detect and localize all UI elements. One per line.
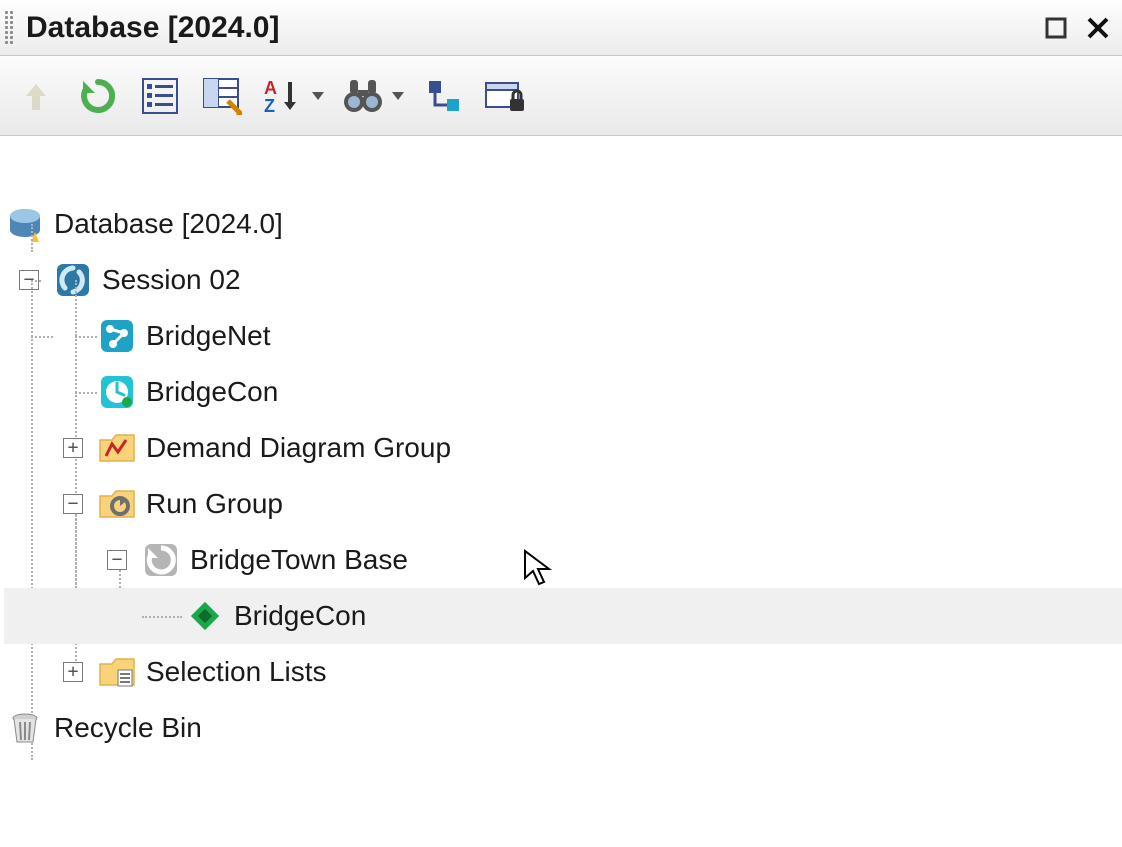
binoculars-icon (342, 76, 386, 116)
tree-item-session[interactable]: − Session 02 (4, 252, 1122, 308)
tree-label: Demand Diagram Group (146, 433, 451, 464)
folder-run-icon (98, 485, 136, 523)
hierarchy-icon (425, 77, 463, 115)
tree-item-selection-lists[interactable]: + Selection Lists (4, 644, 1122, 700)
tree-label: Session 02 (102, 265, 241, 296)
tree-root-label: Database [2024.0] (54, 209, 283, 240)
recycle-bin-icon (6, 709, 44, 747)
close-button[interactable] (1084, 14, 1112, 42)
close-icon (1086, 16, 1110, 40)
toolbar-up-button[interactable] (14, 74, 58, 118)
tree-label: BridgeTown Base (190, 545, 408, 576)
tree-label: BridgeNet (146, 321, 271, 352)
window-title: Database [2024.0] (26, 11, 279, 45)
tree-expander[interactable]: − (107, 550, 127, 570)
folder-chart-icon (98, 429, 136, 467)
tree-item-bridgecon-run[interactable]: BridgeCon (4, 588, 1122, 644)
toolbar-properties-button[interactable] (200, 74, 244, 118)
lock-view-icon (484, 77, 528, 115)
tree-item-bridgetown-base[interactable]: − BridgeTown Base (4, 532, 1122, 588)
tree-root[interactable]: Database [2024.0] (4, 196, 1122, 252)
restore-button[interactable] (1042, 14, 1070, 42)
window-controls (1042, 14, 1116, 42)
tree-label: Selection Lists (146, 657, 327, 688)
green-diamond-icon (186, 597, 224, 635)
toolbar-lock-view-button[interactable] (484, 74, 528, 118)
svg-text:A: A (264, 78, 277, 98)
prop-grid-icon (202, 77, 242, 115)
tree-label: Recycle Bin (54, 713, 202, 744)
tree-expander[interactable]: + (63, 662, 83, 682)
tree-expander[interactable]: + (63, 438, 83, 458)
database-icon (6, 205, 44, 243)
tree-item-bridgenet[interactable]: BridgeNet (4, 308, 1122, 364)
refresh-icon (79, 77, 117, 115)
toolbar: A Z (0, 56, 1122, 136)
toolbar-list-button[interactable] (138, 74, 182, 118)
titlebar: Database [2024.0] (0, 0, 1122, 56)
tree-item-run-group[interactable]: − Run Group (4, 476, 1122, 532)
clock-node-icon (98, 373, 136, 411)
tree-view[interactable]: Database [2024.0] − Session 02 (0, 136, 1122, 756)
toolbar-sort-button[interactable]: A Z (262, 74, 324, 118)
folder-select-icon (98, 653, 136, 691)
svg-text:Z: Z (264, 96, 275, 116)
chevron-down-icon (392, 92, 404, 100)
tree-expander[interactable]: − (63, 494, 83, 514)
toolbar-find-button[interactable] (342, 74, 404, 118)
tree-item-demand-group[interactable]: + Demand Diagram Group (4, 420, 1122, 476)
tree-label: Run Group (146, 489, 283, 520)
restore-icon (1044, 16, 1068, 40)
tree-item-recycle-bin[interactable]: Recycle Bin (4, 700, 1122, 756)
grip-handle[interactable] (4, 10, 14, 46)
run-cycle-icon (142, 541, 180, 579)
toolbar-hierarchy-button[interactable] (422, 74, 466, 118)
session-icon (54, 261, 92, 299)
tree-label: BridgeCon (234, 601, 366, 632)
list-icon (141, 77, 179, 115)
tree-item-bridgecon[interactable]: BridgeCon (4, 364, 1122, 420)
toolbar-refresh-button[interactable] (76, 74, 120, 118)
arrow-up-icon (18, 78, 54, 114)
tree-label: BridgeCon (146, 377, 278, 408)
sort-az-icon: A Z (262, 76, 302, 116)
network-node-icon (98, 317, 136, 355)
chevron-down-icon (312, 92, 324, 100)
